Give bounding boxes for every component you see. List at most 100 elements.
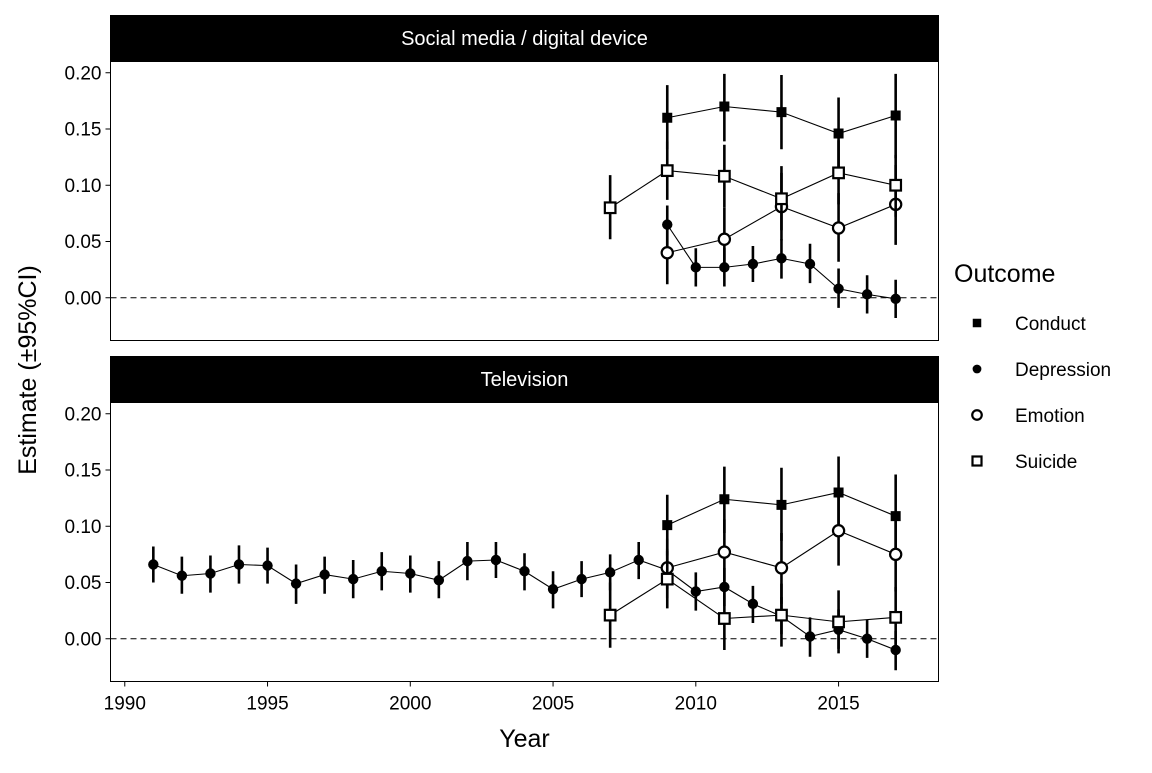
data-point — [690, 262, 702, 273]
x-axis: 1990 1995 2000 2005 2010 2015 — [104, 681, 860, 715]
data-point — [776, 107, 787, 118]
data-point — [776, 253, 787, 264]
data-point — [804, 258, 816, 270]
data-point — [290, 578, 302, 589]
y-tick-label: 0.05 — [65, 573, 102, 594]
data-point — [717, 545, 732, 559]
series-suicide — [603, 140, 903, 240]
y-tick-label: 0.15 — [65, 120, 102, 141]
data-point — [148, 559, 159, 570]
legend-label-conduct: Conduct — [1015, 314, 1086, 335]
data-point — [490, 554, 502, 566]
y-tick-label: 0.15 — [65, 461, 102, 482]
data-point — [804, 631, 816, 642]
series-conduct — [662, 73, 901, 170]
legend-key-suicide — [971, 455, 983, 467]
data-point — [861, 289, 873, 300]
data-point — [576, 573, 587, 585]
legend-key-emotion — [971, 409, 983, 421]
data-point — [719, 101, 730, 112]
series-suicide — [603, 548, 903, 654]
data-point — [660, 246, 674, 260]
x-tick-label: 1995 — [246, 694, 288, 715]
data-point — [433, 575, 445, 586]
data-point — [833, 283, 844, 294]
x-tick-label: 2005 — [532, 694, 574, 715]
y-tick-label: 0.00 — [65, 629, 102, 650]
data-point — [832, 166, 845, 180]
data-point — [775, 608, 788, 622]
data-point — [776, 499, 787, 510]
data-point — [262, 560, 273, 571]
data-point — [832, 615, 845, 629]
data-point — [775, 192, 788, 206]
panel-border — [110, 402, 939, 682]
y-tick-label: 0.05 — [65, 232, 102, 253]
y-tick-label: 0.10 — [65, 176, 102, 197]
data-point — [889, 178, 903, 192]
data-point — [890, 511, 901, 522]
series-depression — [148, 542, 901, 671]
x-tick-label: 1990 — [104, 694, 146, 715]
y-axis-title: Estimate (±95%CI) — [14, 265, 42, 475]
data-point — [833, 487, 844, 498]
data-point — [660, 164, 674, 178]
data-point — [890, 644, 901, 656]
x-tick-label: 2010 — [675, 694, 717, 715]
y-tick-label: 0.00 — [65, 288, 102, 309]
data-point — [519, 566, 530, 577]
y-tick-label: 0.20 — [65, 63, 102, 84]
data-point — [233, 559, 245, 570]
strip-background — [110, 15, 939, 61]
data-point — [347, 573, 359, 585]
panel-marks — [110, 73, 939, 318]
data-point — [774, 561, 789, 575]
x-tick-label: 2015 — [817, 694, 859, 715]
data-point — [717, 612, 731, 625]
panel-title: Social media / digital device — [401, 28, 648, 50]
legend: Outcome Conduct Depression Emotion Suicide — [954, 260, 1111, 473]
data-point — [889, 610, 903, 624]
strip-background — [110, 356, 939, 402]
data-point — [747, 258, 759, 270]
data-point — [603, 608, 617, 622]
y-tick-label: 0.20 — [65, 404, 102, 425]
data-point — [633, 554, 644, 566]
legend-key-conduct — [972, 318, 982, 328]
data-point — [662, 520, 673, 531]
panel-social-media: Social media / digital device 0.00 0.05 0.… — [65, 15, 939, 341]
data-point — [747, 598, 759, 610]
data-point — [604, 567, 616, 578]
series-line — [609, 170, 896, 209]
data-point — [603, 201, 617, 215]
data-point — [717, 169, 731, 183]
panel-border — [110, 61, 939, 341]
data-point — [719, 494, 730, 505]
data-point — [660, 572, 674, 586]
legend-key-depression — [972, 364, 982, 374]
data-point — [888, 547, 903, 562]
panel-title: Television — [481, 369, 569, 391]
data-point — [405, 568, 416, 579]
x-tick-label: 2000 — [389, 694, 431, 715]
data-point — [690, 586, 702, 597]
data-point — [462, 555, 473, 567]
data-point — [890, 110, 901, 121]
panel-marks — [110, 456, 939, 671]
data-point — [547, 584, 559, 595]
data-point — [861, 633, 873, 644]
panel-television: Television 0.00 0.05 0.10 0.15 0.20 — [65, 356, 939, 682]
data-point — [662, 112, 673, 123]
data-point — [833, 128, 844, 139]
data-point — [831, 524, 846, 538]
series-line — [609, 578, 896, 623]
data-point — [319, 569, 330, 580]
legend-title: Outcome — [954, 260, 1055, 288]
legend-label-depression: Depression — [1015, 360, 1111, 381]
data-point — [831, 221, 846, 235]
data-point — [205, 568, 216, 579]
data-point — [176, 570, 188, 581]
x-axis-title: Year — [499, 725, 550, 753]
legend-entries: Conduct Depression Emotion Suicide — [971, 314, 1111, 473]
